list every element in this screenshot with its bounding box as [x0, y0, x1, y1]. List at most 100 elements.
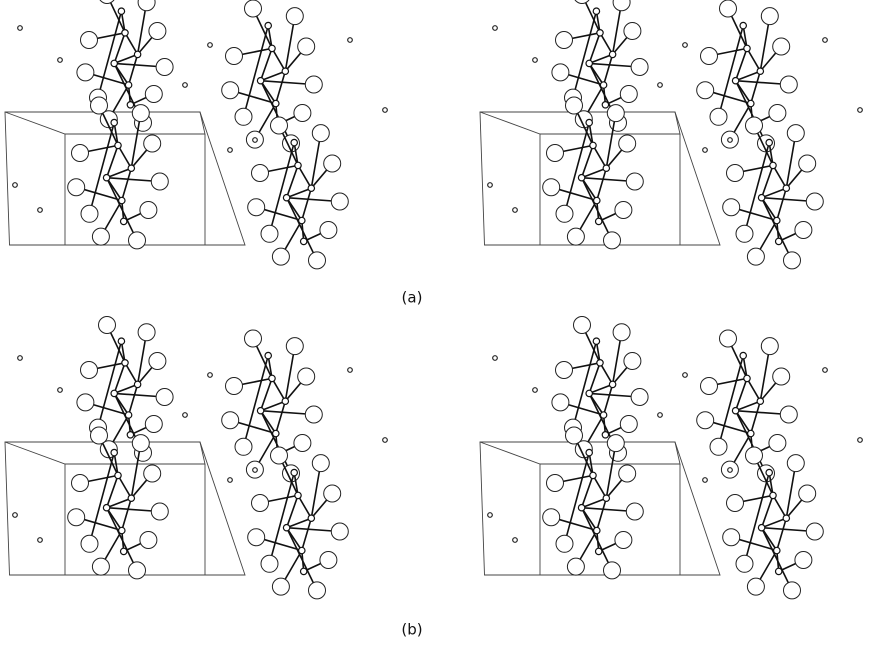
metal-atom	[269, 375, 275, 381]
atom	[151, 503, 168, 520]
atom	[272, 248, 289, 265]
water-atom	[533, 58, 538, 63]
water-atom	[823, 38, 828, 43]
metal-atom	[783, 515, 789, 521]
atom	[780, 406, 797, 423]
atom	[99, 317, 116, 334]
metal-atom	[594, 527, 600, 533]
water-atom	[823, 368, 828, 373]
metal-atom	[115, 472, 121, 478]
atom	[747, 248, 764, 265]
caption-a: (a)	[402, 289, 423, 307]
atom	[72, 475, 89, 492]
metal-atom	[111, 119, 117, 125]
water-atom	[488, 513, 493, 518]
atom	[91, 97, 108, 114]
atom	[252, 165, 269, 182]
metal-atom	[119, 527, 125, 533]
water-atom	[18, 26, 23, 31]
atom	[619, 465, 636, 482]
water-atom	[253, 138, 258, 143]
metal-atom	[269, 45, 275, 51]
atom	[145, 416, 162, 433]
atom	[552, 394, 569, 411]
atom	[138, 324, 155, 341]
water-atom	[658, 83, 663, 88]
metal-atom	[758, 195, 764, 201]
metal-atom	[301, 568, 307, 574]
atom	[736, 225, 753, 242]
metal-atom	[257, 78, 263, 84]
atom	[245, 330, 262, 347]
atom	[795, 552, 812, 569]
atom	[761, 338, 778, 355]
atom	[547, 475, 564, 492]
water-atom	[383, 108, 388, 113]
atom	[626, 173, 643, 190]
metal-atom	[770, 492, 776, 498]
water-atom	[208, 373, 213, 378]
atom	[129, 232, 146, 249]
atom	[615, 202, 632, 219]
atom	[547, 145, 564, 162]
atom	[81, 535, 98, 552]
metal-atom	[774, 547, 780, 553]
atom	[149, 23, 166, 40]
metal-atom	[776, 238, 782, 244]
metal-atom	[308, 515, 314, 521]
atom	[248, 529, 265, 546]
metal-atom	[603, 495, 609, 501]
atom	[222, 82, 239, 99]
atom	[129, 562, 146, 579]
atom	[331, 193, 348, 210]
metal-atom	[134, 381, 140, 387]
metal-atom	[600, 412, 606, 418]
atom	[298, 38, 315, 55]
metal-atom	[590, 472, 596, 478]
atom	[795, 222, 812, 239]
metal-atom	[596, 218, 602, 224]
metal-atom	[103, 505, 109, 511]
atom	[320, 552, 337, 569]
metal-atom	[578, 175, 584, 181]
metal-atom	[282, 398, 288, 404]
metal-atom	[783, 185, 789, 191]
metal-atom	[103, 175, 109, 181]
water-atom	[728, 138, 733, 143]
atom	[324, 485, 341, 502]
metal-atom	[758, 525, 764, 531]
atom	[746, 447, 763, 464]
atom	[799, 485, 816, 502]
water-atom	[683, 43, 688, 48]
atom	[773, 368, 790, 385]
atom	[156, 389, 173, 406]
water-atom	[13, 183, 18, 188]
atom	[245, 0, 262, 17]
atom	[720, 330, 737, 347]
metal-atom	[301, 238, 307, 244]
atom	[747, 578, 764, 595]
metal-atom	[609, 381, 615, 387]
metal-atom	[257, 408, 263, 414]
water-atom	[228, 148, 233, 153]
metal-atom	[291, 139, 297, 145]
atom	[309, 252, 326, 269]
atom	[248, 199, 265, 216]
metal-atom	[273, 430, 279, 436]
water-atom	[658, 413, 663, 418]
atom	[81, 205, 98, 222]
metal-atom	[121, 218, 127, 224]
metal-atom	[597, 360, 603, 366]
water-atom	[513, 208, 518, 213]
atom	[226, 378, 243, 395]
water-atom	[728, 468, 733, 473]
metal-atom	[586, 119, 592, 125]
metal-atom	[125, 82, 131, 88]
metal-atom	[299, 547, 305, 553]
atom	[271, 447, 288, 464]
atom	[286, 8, 303, 25]
atom	[91, 427, 108, 444]
water-atom	[13, 513, 18, 518]
atom	[543, 179, 560, 196]
metal-atom	[118, 8, 124, 14]
